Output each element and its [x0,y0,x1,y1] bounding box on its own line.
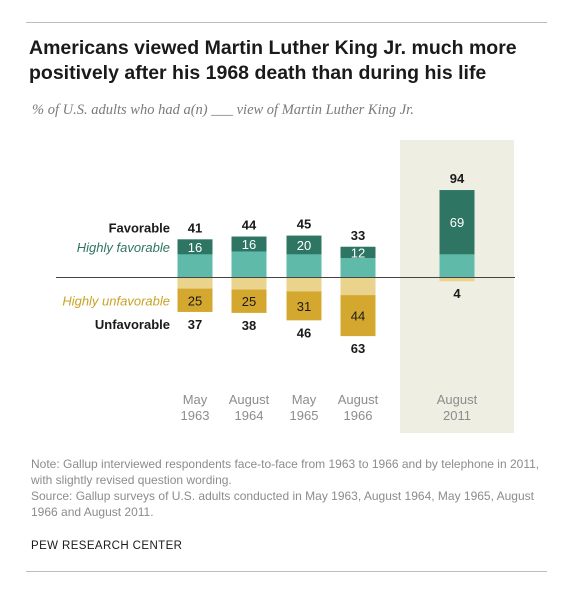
label-highly-unfavorable-may-1965: 31 [297,299,311,314]
label-favorable-august-1964: 44 [242,218,257,233]
brand-name: PEW RESEARCH CENTER [31,540,183,552]
category-label-may-1965-line1: May [292,392,317,407]
bar-highly-favorable-august-1964 [231,236,267,252]
label-highly-favorable-august-1966: 12 [351,245,365,260]
category-label-august-1966-line1: August [338,392,379,407]
bar-highly-unfavorable-august-1964 [231,289,267,313]
category-label-august-1966-line2: 1966 [344,408,373,423]
label-highly-favorable-august-1964: 16 [242,237,256,252]
bottom-rule [26,571,547,572]
label-unfavorable-august-2011: 4 [453,286,461,301]
label-highly-unfavorable-august-1966: 44 [351,309,365,324]
bar-highly-favorable-august-2011 [439,190,475,255]
bar-highly-favorable-may-1965 [286,235,322,255]
source-text: Source: Gallup surveys of U.S. adults co… [31,489,534,519]
bar-unfavorable-august-2011 [439,277,475,282]
row-label-highly-favorable: Highly favorable [77,240,170,255]
label-highly-favorable-may-1965: 20 [297,238,311,253]
footnote-block: Note: Gallup interviewed respondents fac… [31,456,541,520]
label-highly-unfavorable-may-1963: 25 [188,293,202,308]
category-label-august-1964-line1: August [229,392,270,407]
bar-highly-unfavorable-may-1965 [286,291,322,321]
label-unfavorable-august-1966: 63 [351,341,365,356]
label-unfavorable-august-1964: 38 [242,318,256,333]
chart: 16412537May196316442538August19642045314… [56,140,515,433]
label-favorable-august-1966: 33 [351,228,365,243]
label-unfavorable-may-1963: 37 [188,317,202,332]
label-highly-favorable-may-1963: 16 [188,240,202,255]
note-text: Note: Gallup interviewed respondents fac… [31,457,540,487]
bar-highly-unfavorable-may-1963 [177,288,213,312]
bar-highly-unfavorable-august-1966 [340,295,376,337]
category-label-may-1965-line2: 1965 [290,408,319,423]
row-label-favorable: Favorable [109,220,170,235]
chart-subtitle: % of U.S. adults who had a(n) ___ view o… [32,102,414,118]
label-unfavorable-may-1965: 46 [297,325,311,340]
chart-title: Americans viewed Martin Luther King Jr. … [29,37,517,84]
category-label-august-1964-line2: 1964 [235,408,264,423]
label-highly-unfavorable-august-1964: 25 [242,294,256,309]
label-favorable-may-1963: 41 [188,220,202,235]
category-label-may-1963-line2: 1963 [181,408,210,423]
category-label-august-2011-line2: 2011 [443,408,471,423]
category-label-may-1963-line1: May [183,392,208,407]
row-label-highly-unfavorable: Highly unfavorable [62,293,170,308]
row-label-unfavorable: Unfavorable [95,317,170,332]
label-highly-favorable-august-2011: 69 [450,215,464,230]
category-label-august-2011-line1: August [437,392,478,407]
label-favorable-may-1965: 45 [297,217,311,232]
label-favorable-august-2011: 94 [450,171,465,186]
highlight-panel [400,140,514,433]
bar-highly-favorable-may-1963 [177,239,213,255]
top-rule [26,22,547,23]
bar-highly-favorable-august-1966 [340,246,376,258]
